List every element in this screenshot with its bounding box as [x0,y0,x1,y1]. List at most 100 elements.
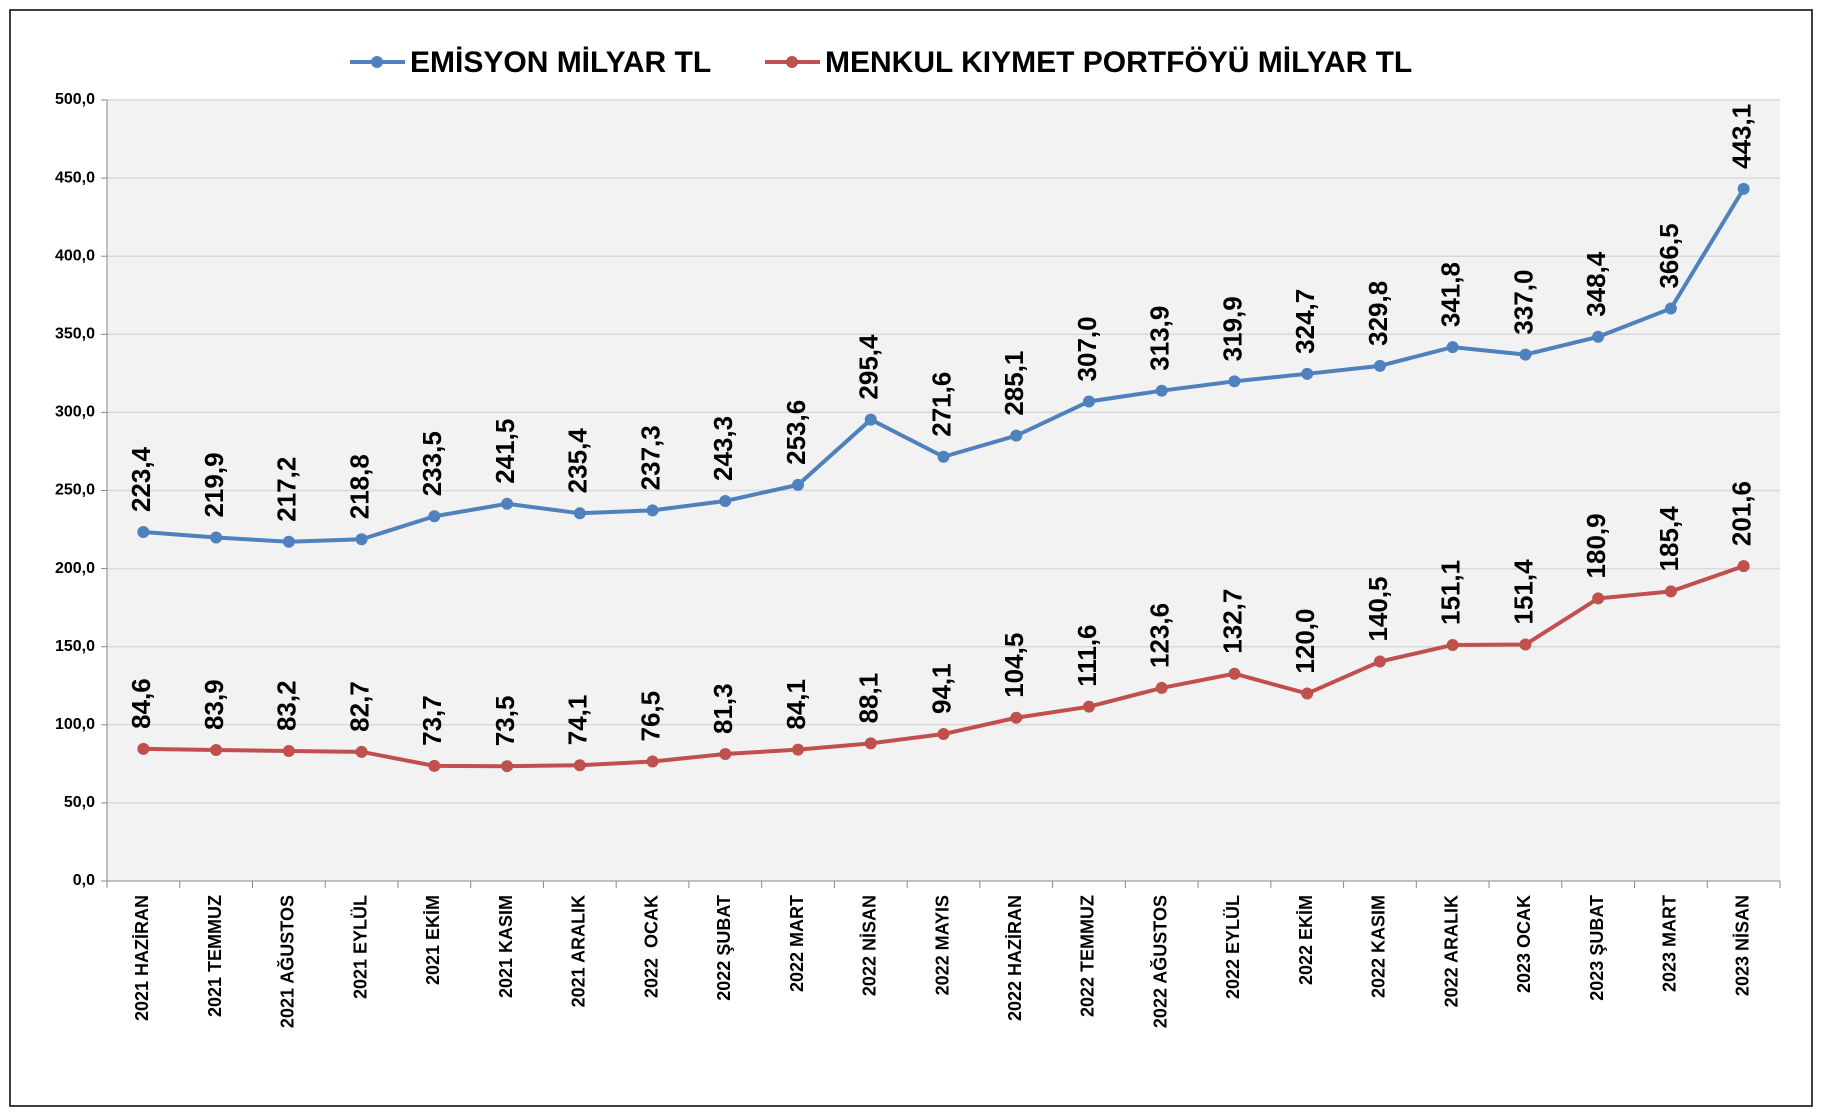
point [719,494,732,507]
value-label: 243,3 [708,416,738,481]
point [355,533,368,546]
point [137,526,150,539]
value-label: 132,7 [1217,589,1247,654]
x-tick-label: 2022 TEMMUZ [1078,895,1098,1017]
x-tick-label: 2022 ARALIK [1441,895,1461,1007]
legend-marker [786,56,798,68]
y-tick-label: 150,0 [55,638,95,655]
point [1010,429,1023,442]
point [1664,302,1677,315]
x-tick-label: 2021 KASIM [496,895,516,998]
point [864,413,877,426]
value-label: 83,2 [272,680,302,731]
x-tick-label: 2021 TEMMUZ [205,895,225,1017]
x-tick-label: 2022 MAYIS [932,895,952,995]
legend-marker [371,56,383,68]
y-tick-label: 50,0 [64,794,95,811]
x-tick-label: 2023 MART [1660,895,1680,992]
point [137,742,150,755]
x-tick-label: 2022 HAZİRAN [1005,895,1025,1021]
value-label: 84,6 [126,678,156,729]
point [1082,700,1095,713]
point [1446,341,1459,354]
value-label: 253,6 [781,400,811,465]
value-label: 295,4 [854,334,884,400]
point [1519,638,1532,651]
value-label: 223,4 [126,446,156,512]
point [501,760,514,773]
value-label: 123,6 [1145,603,1175,668]
point [1155,384,1168,397]
point [501,497,514,510]
x-tick-label: 2022 ŞUBAT [714,895,734,1001]
point [937,450,950,463]
value-label: 151,4 [1508,559,1538,625]
x-tick-label: 2022 KASIM [1369,895,1389,998]
point [282,535,295,548]
x-tick-label: 2021 EYLÜL [350,895,370,999]
y-tick-label: 350,0 [55,326,95,343]
point [1737,560,1750,573]
x-tick-label: 2023 OCAK [1514,895,1534,993]
value-label: 271,6 [926,372,956,437]
x-tick-label: 2021 AĞUSTOS [277,895,298,1028]
point [719,748,732,761]
value-label: 337,0 [1508,270,1538,335]
x-tick-label: 2021 HAZİRAN [132,895,152,1021]
x-tick-label: 2022 EKİM [1296,895,1316,985]
legend-label: MENKUL KIYMET PORTFÖYÜ MİLYAR TL [825,46,1412,79]
value-label: 73,5 [490,696,520,747]
point [1228,667,1241,680]
value-label: 180,9 [1581,513,1611,578]
y-tick-label: 200,0 [55,560,95,577]
value-label: 233,5 [417,431,447,496]
value-label: 151,1 [1436,560,1466,625]
value-label: 348,4 [1581,251,1611,317]
point [1737,182,1750,195]
value-label: 83,9 [199,679,229,730]
point [1155,681,1168,694]
point [1592,330,1605,343]
x-tick-label: 2023 ŞUBAT [1587,895,1607,1001]
value-label: 111,6 [1072,624,1102,686]
y-tick-label: 0,0 [73,872,95,889]
point [1301,367,1314,380]
point [1592,592,1605,605]
point [646,504,659,517]
point [428,759,441,772]
point [1373,655,1386,668]
value-label: 237,3 [635,425,665,490]
point [428,510,441,523]
value-label: 104,5 [999,633,1029,698]
value-label: 443,1 [1727,104,1757,169]
point [573,507,586,520]
point [1082,395,1095,408]
point [282,745,295,758]
x-tick-label: 2021 ARALIK [569,895,589,1007]
value-label: 140,5 [1363,576,1393,641]
x-tick-label: 2022 OCAK [641,895,661,998]
point [1373,359,1386,372]
x-tick-label: 2022 NİSAN [860,895,880,996]
point [210,531,223,544]
value-label: 120,0 [1290,608,1320,673]
value-label: 81,3 [708,683,738,734]
y-tick-label: 300,0 [55,404,95,421]
value-label: 201,6 [1727,481,1757,546]
y-tick-label: 100,0 [55,716,95,733]
x-tick-label: 2023 NİSAN [1732,895,1752,996]
value-label: 76,5 [635,691,665,742]
point [937,728,950,741]
y-tick-label: 400,0 [55,247,95,264]
value-label: 219,9 [199,452,229,517]
point [1664,585,1677,598]
point [355,745,368,758]
point [1010,711,1023,724]
value-label: 82,7 [344,681,374,732]
value-label: 235,4 [563,428,593,494]
value-label: 84,1 [781,679,811,730]
point [210,743,223,756]
value-label: 313,9 [1145,306,1175,371]
value-label: 319,9 [1217,296,1247,361]
